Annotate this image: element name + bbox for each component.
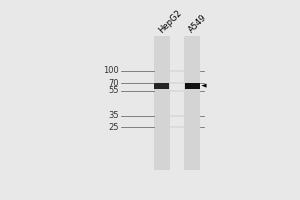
Text: 35: 35	[108, 111, 119, 120]
Bar	[184, 36, 200, 170]
Text: 55: 55	[108, 86, 119, 95]
Text: 25: 25	[108, 123, 119, 132]
Bar	[154, 83, 169, 89]
Bar	[154, 36, 170, 170]
Text: HepG2: HepG2	[157, 8, 183, 35]
Text: 100: 100	[103, 66, 119, 75]
Text: 70: 70	[108, 79, 119, 88]
Bar	[185, 83, 200, 89]
Text: A549: A549	[187, 13, 208, 35]
Polygon shape	[201, 84, 206, 88]
